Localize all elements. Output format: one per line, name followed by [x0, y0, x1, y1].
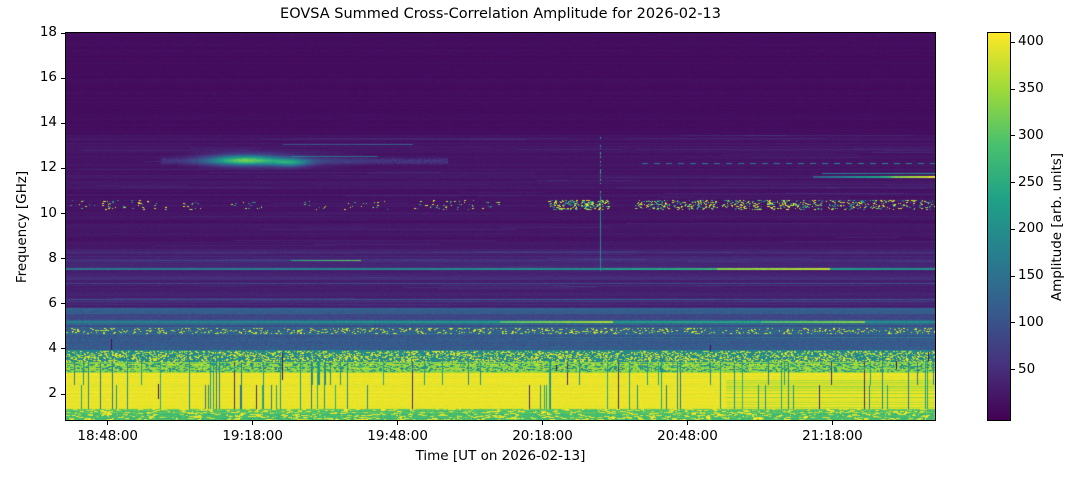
colorbar-tick-label: 250: [1018, 173, 1044, 190]
plot-title: EOVSA Summed Cross-Correlation Amplitude…: [280, 6, 721, 22]
y-tick-mark: [61, 167, 65, 169]
y-tick-mark: [61, 32, 65, 34]
x-tick-mark: [252, 421, 254, 425]
colorbar-tick-mark: [1011, 369, 1015, 371]
x-tick-mark: [831, 421, 833, 425]
y-tick-label: 12: [39, 159, 57, 176]
y-tick-mark: [61, 348, 65, 350]
y-tick-label: 14: [39, 114, 57, 131]
colorbar-tick-mark: [1011, 135, 1015, 137]
colorbar-tick-mark: [1011, 275, 1015, 277]
x-tick-label: 18:48:00: [77, 428, 139, 444]
y-tick-mark: [61, 122, 65, 124]
y-tick-mark: [61, 303, 65, 305]
x-tick-mark: [397, 421, 399, 425]
y-tick-label: 16: [39, 69, 57, 86]
x-tick-label: 19:48:00: [367, 428, 428, 444]
y-tick-label: 4: [48, 339, 57, 356]
y-tick-label: 10: [39, 204, 57, 221]
x-tick-label: 20:48:00: [657, 428, 718, 444]
colorbar-tick-label: 200: [1018, 220, 1044, 237]
y-tick-label: 2: [48, 385, 57, 402]
y-tick-label: 8: [48, 249, 57, 266]
x-tick-mark: [107, 421, 109, 425]
colorbar: [987, 32, 1011, 421]
x-tick-mark: [687, 421, 688, 425]
colorbar-tick-mark: [1011, 182, 1015, 184]
colorbar-tick-label: 100: [1018, 313, 1044, 330]
colorbar-tick-mark: [1011, 88, 1015, 90]
x-tick-label: 20:18:00: [512, 428, 573, 444]
colorbar-tick-label: 350: [1018, 80, 1044, 97]
x-tick-label: 19:18:00: [222, 428, 283, 444]
colorbar-tick-label: 400: [1018, 33, 1044, 50]
y-tick-mark: [61, 213, 65, 215]
x-tick-label: 21:18:00: [802, 428, 863, 444]
y-tick-label: 6: [48, 294, 57, 311]
colorbar-tick-mark: [1011, 322, 1015, 324]
y-tick-mark: [61, 77, 65, 79]
y-tick-mark: [61, 393, 65, 395]
y-tick-label: 18: [39, 24, 57, 40]
y-tick-mark: [61, 258, 65, 260]
spectrogram-heatmap: [65, 32, 936, 421]
colorbar-tick-label: 50: [1018, 360, 1036, 377]
colorbar-tick-label: 150: [1018, 267, 1044, 284]
colorbar-tick-mark: [1011, 41, 1015, 43]
colorbar-tick-mark: [1011, 228, 1015, 230]
x-axis-label: Time [UT on 2026-02-13]: [415, 448, 586, 464]
colorbar-tick-label: 300: [1018, 126, 1044, 143]
x-tick-mark: [542, 421, 544, 425]
